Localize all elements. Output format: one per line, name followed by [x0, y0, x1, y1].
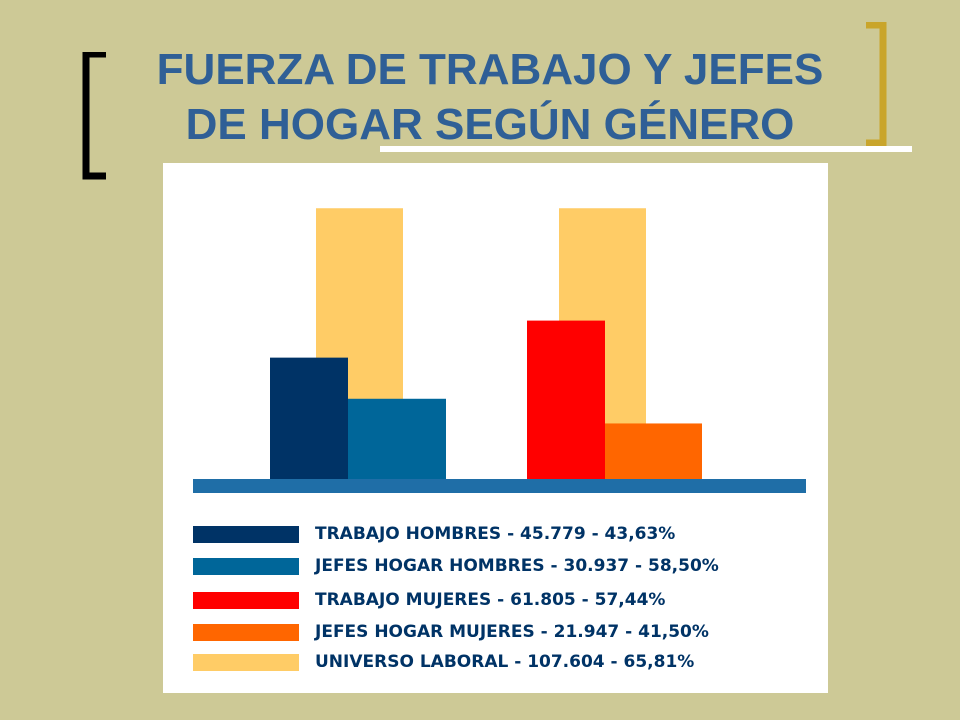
legend-swatch: [193, 558, 299, 575]
legend-swatch: [193, 526, 299, 543]
legend-swatch: [193, 654, 299, 671]
right-bracket-decoration: [866, 22, 887, 147]
left-bracket-decoration: [82, 52, 106, 180]
title-line-1: FUERZA DE TRABAJO Y JEFES: [156, 45, 824, 94]
legend-label: TRABAJO HOMBRES - 45.779 - 43,63%: [315, 524, 676, 544]
bar-trabajo-mujeres: [527, 320, 605, 479]
title-underline: [380, 146, 912, 152]
legend-item: TRABAJO HOMBRES - 45.779 - 43,63%: [163, 524, 828, 544]
legend-label: JEFES HOGAR HOMBRES - 30.937 - 58,50%: [315, 556, 719, 576]
legend-label: JEFES HOGAR MUJERES - 21.947 - 41,50%: [315, 622, 709, 642]
slide-title: FUERZA DE TRABAJO Y JEFES DE HOGAR SEGÚN…: [95, 42, 885, 152]
legend-item: JEFES HOGAR HOMBRES - 30.937 - 58,50%: [163, 556, 828, 576]
legend-item: TRABAJO MUJERES - 61.805 - 57,44%: [163, 590, 828, 610]
legend-label: TRABAJO MUJERES - 61.805 - 57,44%: [315, 590, 666, 610]
legend-swatch: [193, 624, 299, 641]
bar-jefes-hogar-hombres: [348, 398, 446, 479]
legend-item: UNIVERSO LABORAL - 107.604 - 65,81%: [163, 652, 828, 672]
bar-chart: [193, 208, 806, 493]
title-line-2: DE HOGAR SEGÚN GÉNERO: [185, 100, 795, 149]
bar-jefes-hogar-mujeres: [605, 423, 702, 479]
chart-panel: TRABAJO HOMBRES - 45.779 - 43,63% JEFES H…: [163, 163, 828, 693]
legend-swatch: [193, 592, 299, 609]
legend-item: JEFES HOGAR MUJERES - 21.947 - 41,50%: [163, 622, 828, 642]
bar-trabajo-hombres: [270, 357, 348, 479]
legend-label: UNIVERSO LABORAL - 107.604 - 65,81%: [315, 652, 695, 672]
chart-baseline: [193, 479, 806, 493]
